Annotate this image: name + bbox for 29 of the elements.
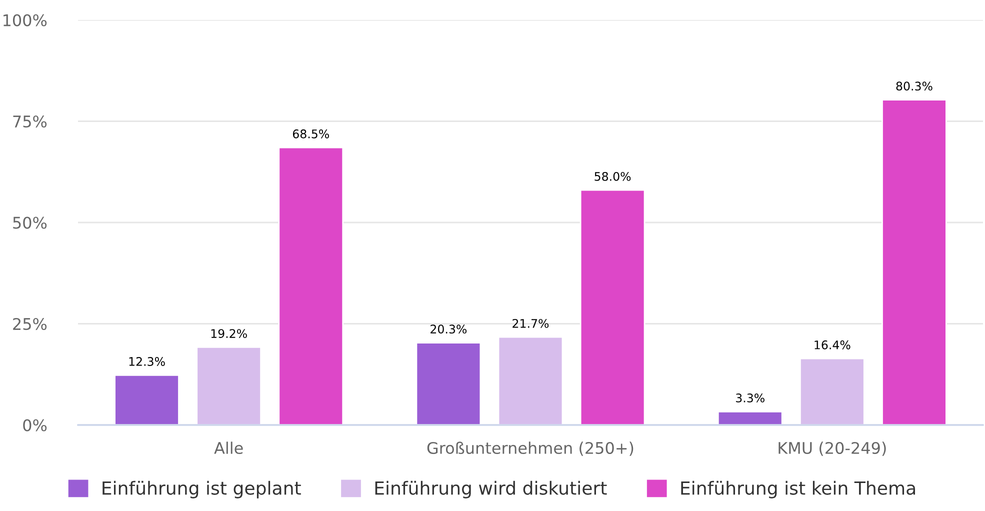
legend-label: Einführung ist geplant <box>102 480 301 498</box>
bar <box>416 342 482 425</box>
x-tick-label: Großunternehmen (250+) <box>427 442 634 456</box>
data-label: 3.3% <box>736 393 764 402</box>
bar <box>580 189 646 425</box>
y-tick-label: 0% <box>23 419 47 432</box>
data-label: 16.4% <box>814 340 850 350</box>
x-tick-label: Alle <box>214 442 243 454</box>
data-label: 21.7% <box>512 318 549 328</box>
data-label: 20.3% <box>430 324 467 334</box>
data-label: 68.5% <box>292 129 329 138</box>
data-label: 80.3% <box>896 82 932 91</box>
y-tick-label: 50% <box>13 216 47 229</box>
x-tick-label: KMU (20-249) <box>778 442 886 456</box>
bar <box>498 336 564 425</box>
bar <box>114 374 180 425</box>
bar <box>717 410 783 425</box>
bar <box>799 358 865 425</box>
data-label: 12.3% <box>129 357 165 366</box>
y-tick-label: 100% <box>4 14 47 26</box>
y-tick-label: 75% <box>13 115 47 128</box>
bar <box>278 146 344 425</box>
data-label: 19.2% <box>211 329 247 338</box>
legend-label: Einführung wird diskutiert <box>375 480 607 498</box>
bar <box>882 99 947 425</box>
bar <box>196 346 262 425</box>
y-tick-label: 25% <box>13 318 47 330</box>
legend-label: Einführung ist kein Thema <box>681 480 916 498</box>
data-label: 58.0% <box>594 172 631 181</box>
